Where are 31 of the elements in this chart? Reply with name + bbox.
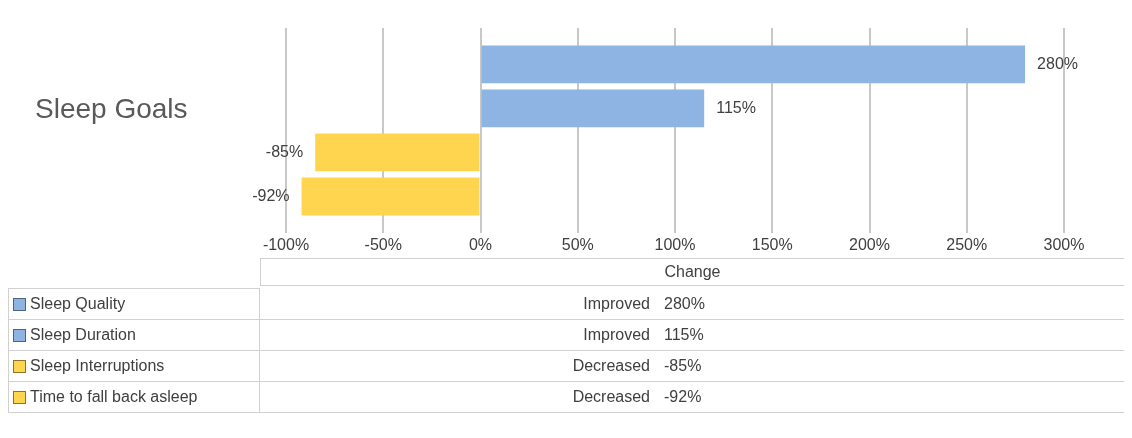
legend-label: Sleep Quality [30, 295, 126, 313]
data-label: -85% [265, 142, 304, 160]
text: 280% [664, 295, 705, 312]
x-tick-label: 150% [751, 235, 793, 253]
data-label: -92% [252, 186, 290, 204]
x-tick-label: 250% [946, 235, 988, 253]
bar [301, 177, 480, 216]
text: -85% [664, 357, 702, 374]
data-label: 115% [716, 98, 756, 116]
data-label: 280% [1037, 54, 1079, 72]
text: Decreased [571, 388, 650, 406]
text: -92% [664, 388, 702, 405]
x-tick-label: -50% [364, 235, 402, 253]
bar [481, 89, 705, 128]
bar [481, 45, 1026, 84]
x-tick-label: 50% [561, 235, 594, 253]
legend-label: Time to fall back asleep [30, 388, 198, 406]
text: Improved [582, 326, 650, 344]
text: Sleep Goals [35, 93, 188, 124]
legend-label: Sleep Duration [30, 326, 136, 344]
x-tick-label: 300% [1043, 235, 1085, 253]
text: 115% [664, 326, 704, 343]
text: Change [260, 258, 1124, 286]
x-tick-label: -100% [262, 235, 310, 253]
x-tick-label: 0% [468, 235, 493, 253]
x-tick-label: 200% [849, 235, 890, 253]
legend-label: Sleep Interruptions [30, 357, 165, 375]
text: Decreased [571, 357, 650, 375]
text: Improved [582, 295, 650, 313]
bar [315, 133, 480, 172]
x-tick-label: 100% [654, 235, 696, 253]
